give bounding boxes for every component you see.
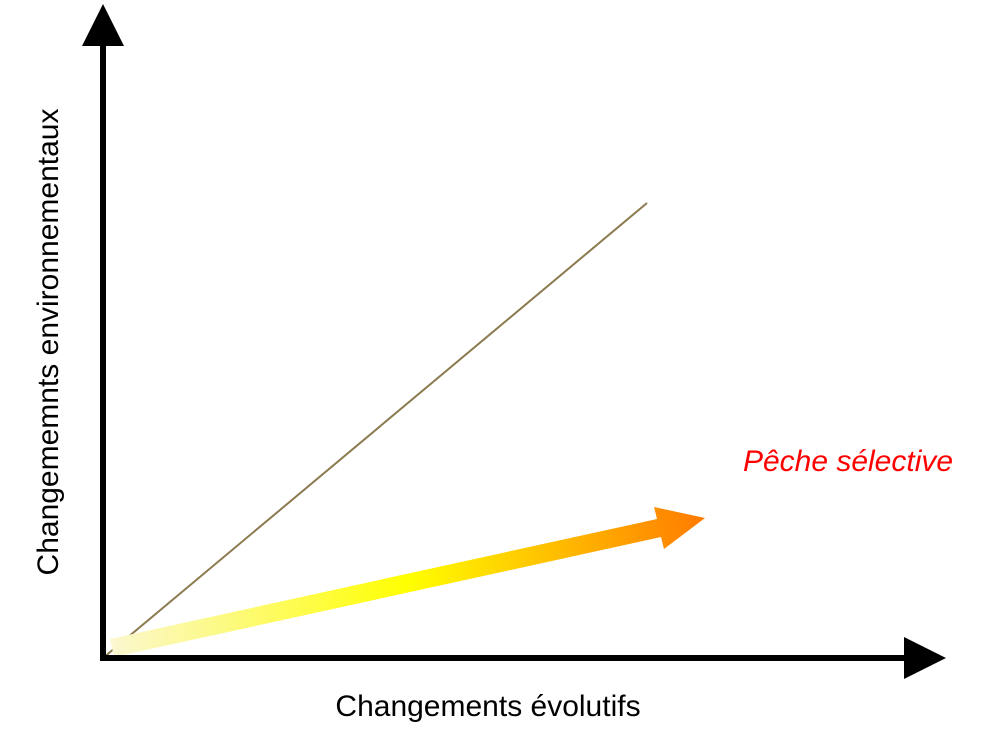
x-axis-label: Changements évolutifs [335,690,640,723]
y-axis-label: Changememnts environnementaux [32,109,65,576]
diagonal-line [102,202,648,659]
x-axis-arrowhead [904,637,946,679]
annotation: Pêche sélective [743,445,953,478]
selective-fishing-arrow [110,507,705,657]
y-axis-arrowhead [82,4,124,46]
